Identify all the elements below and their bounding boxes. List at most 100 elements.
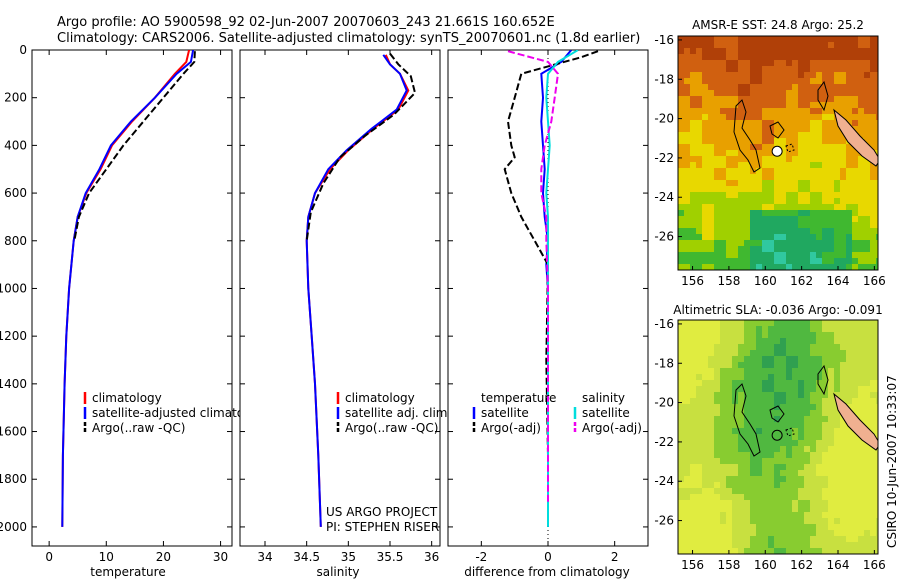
map-cell <box>768 446 774 452</box>
map-cell <box>744 78 750 84</box>
map-cell <box>816 198 822 204</box>
map-cell <box>732 332 738 338</box>
map-cell <box>768 452 774 458</box>
series-line-salinity-argo-adj- <box>507 50 560 504</box>
new-caledonia-island <box>833 392 878 451</box>
map-cell <box>750 102 756 108</box>
map-cell <box>690 416 696 422</box>
map-cell <box>864 530 870 536</box>
x-tick-label: 35 <box>341 550 356 564</box>
map-cell <box>732 446 738 452</box>
map-cell <box>864 398 870 404</box>
map-cell <box>840 548 846 554</box>
map-cell <box>714 506 720 512</box>
map-cell <box>822 356 828 362</box>
map-cell <box>840 204 846 210</box>
map-cell <box>702 488 708 494</box>
map-cell <box>780 404 786 410</box>
map-cell <box>774 488 780 494</box>
map-cell <box>846 66 852 72</box>
map-cell <box>816 96 822 102</box>
map-cell <box>762 252 768 258</box>
map-cell <box>726 344 732 350</box>
map-cell <box>714 542 720 548</box>
map-cell <box>756 422 762 428</box>
map-cell <box>858 234 864 240</box>
map-cell <box>786 344 792 350</box>
map-cell <box>720 422 726 428</box>
map-cell <box>852 234 858 240</box>
sla-coastlines <box>733 364 878 457</box>
map-cell <box>708 132 714 138</box>
map-cell <box>834 422 840 428</box>
map-cell <box>732 524 738 530</box>
map-cell <box>744 198 750 204</box>
map-cell <box>774 156 780 162</box>
map-cell <box>708 252 714 258</box>
map-cell <box>768 512 774 518</box>
map-cell <box>780 530 786 536</box>
map-cell <box>792 138 798 144</box>
map-cell <box>750 338 756 344</box>
map-cell <box>840 428 846 434</box>
map-cell <box>870 66 876 72</box>
map-cell <box>732 320 738 326</box>
loyalty-islands <box>785 427 795 437</box>
map-cell <box>756 458 762 464</box>
map-cell <box>762 240 768 246</box>
map-cell <box>858 440 864 446</box>
map-cell <box>684 548 690 554</box>
map-cell <box>810 398 816 404</box>
map-cell <box>864 482 870 488</box>
map-cell <box>798 252 804 258</box>
map-cell <box>816 518 822 524</box>
map-cell <box>852 392 858 398</box>
map-cell <box>846 48 852 54</box>
map-cell <box>828 494 834 500</box>
map-cell <box>726 440 732 446</box>
map-cell <box>834 482 840 488</box>
map-cell <box>738 204 744 210</box>
map-cell <box>738 174 744 180</box>
map-cell <box>708 500 714 506</box>
map-cell <box>708 84 714 90</box>
map-cell <box>750 264 756 270</box>
map-cell <box>786 398 792 404</box>
map-cell <box>708 470 714 476</box>
map-cell <box>852 464 858 470</box>
map-cell <box>828 204 834 210</box>
map-cell <box>870 374 876 380</box>
map-cell <box>720 356 726 362</box>
map-cell <box>720 458 726 464</box>
map-cell <box>798 120 804 126</box>
map-cell <box>774 168 780 174</box>
map-cell <box>828 422 834 428</box>
map-cell <box>720 404 726 410</box>
map-cell <box>792 246 798 252</box>
map-cell <box>870 410 876 416</box>
map-cell <box>678 66 684 72</box>
map-cell <box>786 440 792 446</box>
map-cell <box>876 386 878 392</box>
map-cell <box>780 252 786 258</box>
map-cell <box>780 102 786 108</box>
map-cell <box>828 90 834 96</box>
map-cell <box>822 180 828 186</box>
map-cell <box>678 500 684 506</box>
map-cell <box>876 326 878 332</box>
map-cell <box>804 168 810 174</box>
map-cell <box>870 240 876 246</box>
map-cell <box>822 114 828 120</box>
map-cell <box>852 452 858 458</box>
map-cell <box>720 180 726 186</box>
map-cell <box>726 524 732 530</box>
map-cell <box>738 452 744 458</box>
map-cell <box>828 162 834 168</box>
map-cell <box>738 344 744 350</box>
map-cell <box>726 368 732 374</box>
map-cell <box>738 512 744 518</box>
map-cell <box>828 452 834 458</box>
map-cell <box>870 422 876 428</box>
map-cell <box>786 464 792 470</box>
map-cell <box>780 264 786 270</box>
